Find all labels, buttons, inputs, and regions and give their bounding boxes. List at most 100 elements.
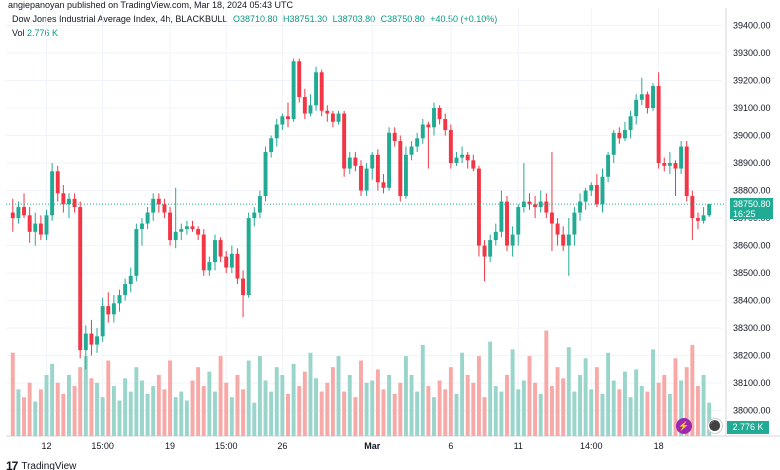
volume-bar <box>336 356 341 436</box>
volume-bar <box>465 374 470 436</box>
candle-body <box>347 157 352 169</box>
x-tick-label: 6 <box>448 441 453 451</box>
candle-body <box>128 275 133 285</box>
volume-bar <box>156 374 161 436</box>
x-tick-label: 26 <box>277 441 287 451</box>
volume-bar <box>162 389 167 436</box>
volume-bar <box>330 367 335 436</box>
volume-bar <box>274 367 279 436</box>
volume-bar <box>617 389 622 436</box>
ohlc-high: H38751.30 <box>283 14 328 24</box>
symbol-name[interactable]: Dow Jones Industrial Average Index, 4h, … <box>12 14 228 24</box>
y-tick-label: 38400.00 <box>733 296 771 306</box>
y-tick-label: 38300.00 <box>733 323 771 333</box>
candle-body <box>454 157 459 164</box>
candle-body <box>521 201 526 208</box>
candle-body <box>280 116 285 125</box>
candle-body <box>622 130 627 139</box>
volume-bar <box>437 380 442 436</box>
candle-body <box>572 212 577 235</box>
candle-body <box>291 61 296 120</box>
flag-icon[interactable]: ⚫ <box>707 418 723 434</box>
volume-bar <box>314 378 319 436</box>
candle-body <box>336 113 341 122</box>
volume-bar <box>252 402 257 436</box>
candle-body <box>589 185 594 191</box>
candle-body <box>184 226 189 230</box>
lightning-icon[interactable]: ⚡ <box>676 418 692 434</box>
volume-bar <box>111 386 116 436</box>
candle-body <box>22 207 27 216</box>
volume-bar <box>319 391 324 436</box>
volume-bar <box>454 393 459 436</box>
volume-bar <box>578 374 582 436</box>
volume-bar <box>179 391 184 436</box>
volume-bar <box>83 356 88 436</box>
last-price-tag: 38750.80 16:25 <box>730 198 773 220</box>
candle-body <box>645 94 650 109</box>
candle-body <box>330 113 335 122</box>
candle-body <box>95 336 100 345</box>
volume-label[interactable]: Vol <box>12 28 25 38</box>
volume-bar <box>235 374 240 436</box>
candle-body <box>44 215 49 235</box>
ohlc-close: C38750.80 <box>380 14 425 24</box>
footer-brand: TradingView <box>21 460 77 470</box>
volume-bar <box>572 391 577 436</box>
candle-body <box>359 165 363 191</box>
volume-bar <box>213 391 217 436</box>
volume-bar <box>645 391 650 436</box>
candle-body <box>482 245 487 257</box>
candle-body <box>274 124 279 139</box>
publish-line: angiepanoyan published on TradingView.co… <box>8 0 294 10</box>
volume-bar <box>471 382 476 436</box>
candle-body <box>628 116 633 131</box>
volume-bar <box>673 358 678 436</box>
volume-bar <box>359 360 363 436</box>
volume-bar <box>510 349 515 436</box>
candle-body <box>409 146 414 155</box>
ohlc-change: +40.50 (+0.10%) <box>430 14 498 24</box>
candle-body <box>162 204 167 213</box>
candle-body <box>432 108 436 128</box>
candle-body <box>533 204 538 208</box>
volume-bar <box>229 397 234 436</box>
candle-body <box>38 223 43 235</box>
volume-bar <box>690 344 695 436</box>
candle-body <box>555 223 560 235</box>
candle-body <box>263 152 268 197</box>
x-tick-label: 12 <box>41 441 51 451</box>
volume-bar <box>263 380 268 436</box>
candle-body <box>510 234 515 246</box>
volume-bar <box>291 363 296 436</box>
volume-bar <box>415 391 420 436</box>
x-tick-label: 19 <box>165 441 175 451</box>
candle-body <box>156 198 161 205</box>
bar-countdown: 16:25 <box>733 209 756 220</box>
volume-bar <box>403 356 408 436</box>
candle-body <box>224 256 229 268</box>
volume-bar <box>44 374 49 436</box>
candle-body <box>617 132 622 139</box>
tradingview-logo-icon[interactable]: 17 <box>6 459 18 470</box>
volume-bar <box>651 349 655 436</box>
volume-bar <box>538 393 543 436</box>
volume-bar <box>448 367 453 436</box>
volume-bar <box>100 397 105 436</box>
volume-bar <box>55 382 60 436</box>
volume-bar <box>684 367 689 436</box>
x-tick-label: 18 <box>654 441 664 451</box>
volume-bar <box>420 344 425 436</box>
candle-body <box>83 333 88 351</box>
candle-body <box>639 94 644 100</box>
candle-body <box>100 306 105 337</box>
candle-body <box>252 212 257 219</box>
x-tick-label: Mar <box>364 441 381 451</box>
volume-bar <box>22 397 27 436</box>
candle-body <box>117 295 122 304</box>
x-tick-label: 11 <box>514 441 523 451</box>
volume-bar <box>286 393 290 436</box>
candle-body <box>656 86 661 164</box>
volume-bar <box>561 378 566 436</box>
